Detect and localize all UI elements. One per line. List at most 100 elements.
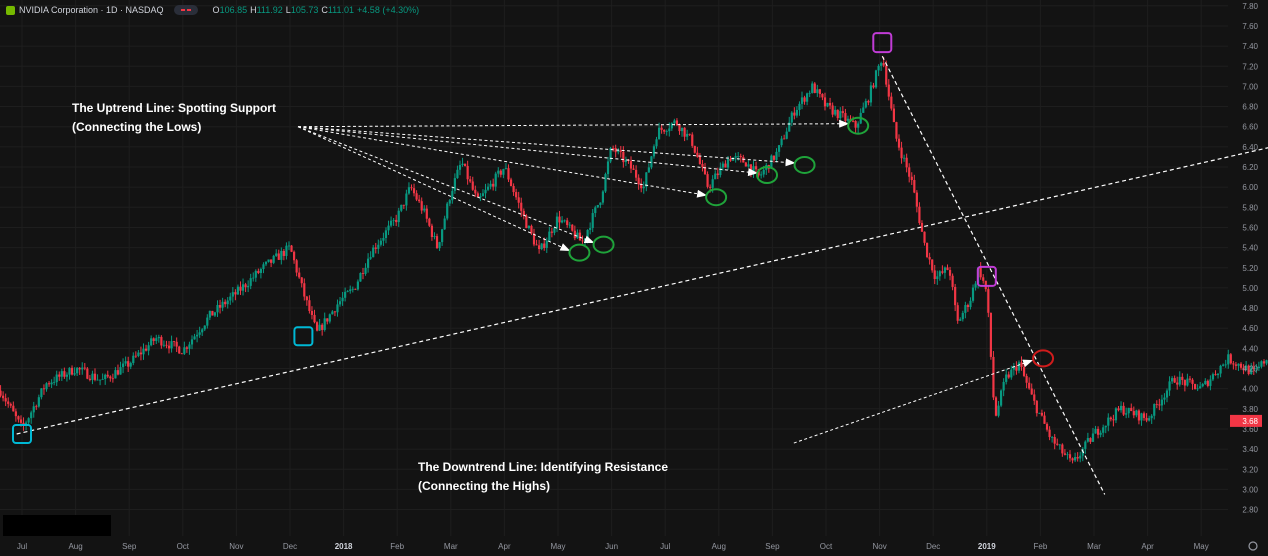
candle-body bbox=[739, 156, 742, 158]
candle-body bbox=[747, 164, 750, 167]
candle-body bbox=[737, 156, 740, 157]
candle-body bbox=[372, 247, 375, 258]
candle-body bbox=[42, 388, 46, 390]
candle-body bbox=[1148, 418, 1151, 421]
candle-body bbox=[384, 230, 388, 238]
candle-body bbox=[589, 227, 592, 230]
candle-body bbox=[1025, 375, 1028, 383]
ohlc-high: H111.92 bbox=[250, 5, 283, 15]
candle-body bbox=[997, 405, 1000, 416]
change-toggle-icon[interactable] bbox=[173, 5, 198, 15]
candle-body bbox=[285, 245, 288, 256]
candle-body bbox=[175, 341, 178, 347]
candle-body bbox=[586, 229, 589, 239]
price-tick-label: 4.80 bbox=[1242, 304, 1258, 313]
ohlc-low: L105.73 bbox=[285, 5, 319, 15]
candle-body bbox=[563, 220, 566, 222]
candle-body bbox=[121, 363, 125, 368]
candle-body bbox=[150, 338, 153, 346]
time-tick-label: Jul bbox=[660, 542, 670, 551]
redaction-box bbox=[3, 515, 111, 536]
candle-body bbox=[640, 184, 643, 189]
time-tick-label: Apr bbox=[1141, 542, 1154, 551]
candle-body bbox=[1074, 457, 1077, 461]
time-tick-label: May bbox=[550, 542, 565, 551]
candle-body bbox=[308, 300, 311, 311]
candle-body bbox=[7, 401, 10, 404]
candle-body bbox=[647, 167, 650, 173]
candle-body bbox=[1206, 380, 1209, 386]
candle-body bbox=[555, 216, 559, 229]
candle-body bbox=[132, 355, 135, 364]
candle-body bbox=[239, 286, 242, 291]
candle-body bbox=[193, 336, 196, 340]
candle-body bbox=[1076, 457, 1079, 459]
candle-body bbox=[188, 344, 191, 349]
candle-body bbox=[430, 225, 434, 238]
candle-body bbox=[1084, 441, 1087, 449]
candle-body bbox=[216, 304, 219, 313]
candle-body bbox=[800, 97, 804, 104]
candle-body bbox=[504, 168, 508, 170]
candle-body bbox=[142, 348, 145, 355]
candle-body bbox=[1107, 417, 1110, 426]
candle-body bbox=[961, 312, 964, 320]
candle-body bbox=[481, 193, 485, 197]
candle-body bbox=[1160, 399, 1163, 406]
candle-body bbox=[798, 103, 801, 110]
candle-body bbox=[471, 181, 474, 190]
candle-body bbox=[65, 374, 69, 377]
candle-body bbox=[190, 339, 194, 345]
time-tick-label: Jul bbox=[17, 542, 27, 551]
candle-body bbox=[948, 269, 952, 276]
time-tick-label: Aug bbox=[68, 542, 82, 551]
candle-body bbox=[336, 304, 339, 313]
candle-body bbox=[545, 240, 548, 248]
candle-body bbox=[407, 187, 411, 194]
candle-body bbox=[793, 112, 796, 116]
gear-icon bbox=[1248, 541, 1258, 551]
price-tick-label: 5.20 bbox=[1242, 264, 1258, 273]
low-circle-marker bbox=[592, 235, 615, 254]
candle-body bbox=[129, 363, 132, 367]
candle-body bbox=[1201, 384, 1204, 387]
candle-body bbox=[0, 390, 2, 396]
candle-body bbox=[703, 167, 707, 175]
candle-body bbox=[803, 97, 806, 102]
annotation-arrow bbox=[297, 126, 571, 252]
candle-body bbox=[673, 120, 676, 124]
candle-body bbox=[1176, 382, 1179, 385]
price-tick-label: 3.20 bbox=[1242, 465, 1258, 474]
candle-body bbox=[290, 245, 293, 252]
candle-body bbox=[573, 230, 576, 239]
candle-body bbox=[915, 192, 918, 207]
candle-body bbox=[966, 305, 970, 308]
candle-body bbox=[91, 373, 94, 380]
markers bbox=[12, 32, 1055, 444]
candle-body bbox=[1219, 365, 1222, 374]
candle-body bbox=[645, 172, 648, 187]
candle-body bbox=[880, 63, 883, 66]
candle-body bbox=[652, 146, 656, 157]
candle-body bbox=[872, 85, 875, 88]
time-axis[interactable]: Jul Aug Sep Oct Nov Dec 2018 Feb Mar Apr May Jun Jul… bbox=[17, 541, 1258, 551]
candle-body bbox=[982, 277, 985, 281]
candle-body bbox=[14, 411, 17, 417]
candle-body bbox=[58, 374, 61, 377]
candle-body bbox=[458, 165, 462, 170]
symbol-title[interactable]: NVIDIA Corporation · 1D · NASDAQ bbox=[19, 5, 164, 15]
candle-body bbox=[854, 121, 857, 128]
price-tick-label: 2.80 bbox=[1242, 506, 1258, 515]
candle-body bbox=[844, 113, 847, 121]
price-axis[interactable]: 7.80 7.60 7.40 7.20 7.00 6.80 6.60 6.40 6.20 6.00… bbox=[1230, 2, 1262, 515]
candle-body bbox=[1119, 405, 1123, 411]
support-square-marker bbox=[12, 423, 32, 444]
candle-body bbox=[226, 300, 229, 305]
candle-body bbox=[474, 189, 477, 194]
resistance-trend-line bbox=[881, 55, 1106, 495]
price-tick-label: 5.60 bbox=[1242, 223, 1258, 232]
candle-body bbox=[1137, 410, 1141, 421]
candle-body bbox=[443, 218, 446, 230]
time-tick-label: Mar bbox=[1087, 542, 1101, 551]
